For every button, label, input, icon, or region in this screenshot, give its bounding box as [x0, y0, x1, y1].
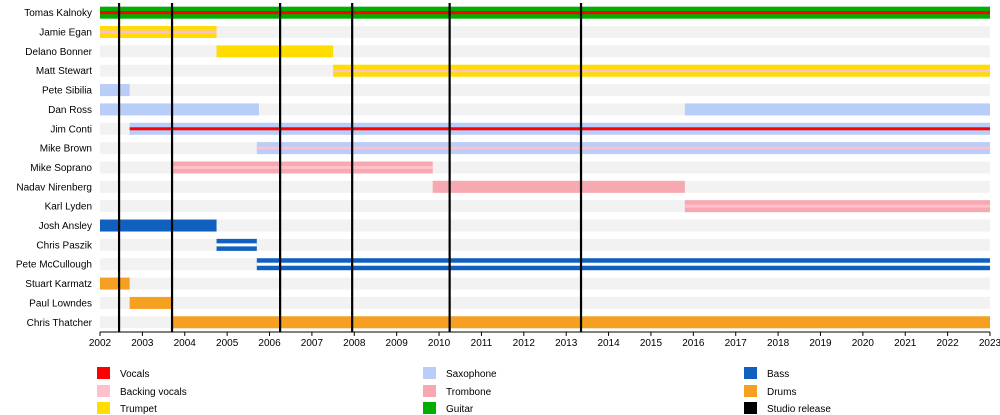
- member-bar-accent-backing: [100, 30, 217, 34]
- legend-label-trombone: Trombone: [446, 387, 492, 398]
- member-name-label: Delano Bonner: [25, 47, 92, 58]
- x-tick-label: 2013: [555, 338, 578, 349]
- legend-swatch-trombone: [423, 385, 436, 397]
- member-name-label: Josh Ansley: [39, 221, 92, 232]
- member-name-label: Jim Conti: [50, 124, 92, 135]
- member-bar-trumpet: [216, 45, 334, 58]
- member-bar-sax: [100, 84, 130, 97]
- x-tick-label: 2020: [852, 338, 875, 349]
- x-tick-label: 2017: [725, 338, 748, 349]
- member-bar-bass: [100, 219, 217, 232]
- x-tick-label: 2012: [513, 338, 536, 349]
- x-tick-label: 2022: [936, 338, 959, 349]
- x-tick-label: 2003: [131, 338, 154, 349]
- member-bar-accent-backing: [256, 146, 990, 150]
- legend-label-trumpet: Trumpet: [120, 404, 157, 415]
- legend-label-backing: Backing vocals: [120, 387, 187, 398]
- member-bar-accent-white: [216, 243, 257, 247]
- x-tick-label: 2004: [174, 338, 197, 349]
- member-bar-sax: [100, 103, 259, 116]
- member-bar-accent-vocals: [100, 11, 990, 15]
- x-tick-label: 2011: [471, 338, 493, 349]
- member-name-label: Nadav Nirenberg: [16, 182, 92, 193]
- x-tick-label: 2016: [682, 338, 705, 349]
- member-bar-accent-backing: [333, 69, 991, 73]
- legend-swatch-guitar: [423, 402, 436, 414]
- x-tick-label: 2005: [216, 338, 239, 349]
- legend: Vocals Backing vocals Trumpet Saxophone Trom…: [97, 367, 831, 415]
- member-bar-drums: [129, 296, 173, 309]
- member-name-label: Chris Paszik: [36, 240, 93, 251]
- member-bar-accent-backing: [172, 165, 433, 169]
- member-names: Tomas Kalnoky Jamie Egan Delano Bonner Matt…: [16, 8, 93, 329]
- x-tick-label: 2023: [979, 338, 1000, 349]
- legend-label-bass: Bass: [767, 369, 789, 380]
- legend-swatch-sax: [423, 367, 436, 379]
- x-tick-label: 2006: [258, 338, 281, 349]
- x-tick-label: 2010: [428, 338, 451, 349]
- legend-label-sax: Saxophone: [446, 369, 497, 380]
- member-bar-trombone: [432, 180, 685, 193]
- member-name-label: Mike Brown: [40, 144, 92, 155]
- member-name-label: Matt Stewart: [36, 66, 92, 77]
- member-bar-drums: [100, 277, 130, 290]
- x-tick-label: 2015: [640, 338, 663, 349]
- legend-swatch-backing: [97, 385, 110, 397]
- x-axis: 2002 2003 2004 2005 2006 2007 2008 2009 2010 2011…: [89, 331, 1000, 349]
- x-tick-label: 2009: [386, 338, 409, 349]
- row-background: [100, 277, 990, 290]
- row-background: [100, 84, 990, 97]
- legend-swatch-bass: [744, 367, 757, 379]
- member-name-label: Tomas Kalnoky: [24, 8, 92, 19]
- member-bar-accent-vocals: [129, 127, 990, 131]
- x-tick-label: 2008: [343, 338, 366, 349]
- member-bars: [100, 6, 991, 329]
- row-background: [100, 219, 990, 232]
- legend-label-drums: Drums: [767, 387, 796, 398]
- legend-label-guitar: Guitar: [446, 404, 474, 415]
- row-background: [100, 238, 990, 251]
- x-tick-label: 2014: [597, 338, 620, 349]
- studio-release-lines: [117, 3, 583, 332]
- x-tick-label: 2018: [767, 338, 790, 349]
- legend-swatch-studio: [744, 402, 757, 414]
- member-bar-accent-backing: [684, 204, 990, 208]
- x-tick-label: 2019: [809, 338, 832, 349]
- legend-label-studio: Studio release: [767, 404, 831, 415]
- legend-label-vocals: Vocals: [120, 369, 149, 380]
- legend-swatch-vocals: [97, 367, 110, 379]
- x-tick-label: 2021: [894, 338, 917, 349]
- member-name-label: Jamie Egan: [39, 28, 92, 39]
- member-name-label: Chris Thatcher: [27, 318, 93, 329]
- x-tick-label: 2007: [301, 338, 324, 349]
- member-name-label: Stuart Karmatz: [25, 279, 92, 290]
- member-bar-sax: [684, 103, 990, 116]
- member-name-label: Dan Ross: [48, 105, 92, 116]
- row-background: [100, 26, 990, 39]
- member-name-label: Paul Lowndes: [29, 298, 92, 309]
- legend-swatch-drums: [744, 385, 757, 397]
- legend-swatch-trumpet: [97, 402, 110, 414]
- row-background: [100, 296, 990, 309]
- member-bar-accent-white: [256, 262, 990, 266]
- member-name-label: Pete Sibilia: [42, 86, 92, 97]
- member-name-label: Mike Soprano: [30, 163, 92, 174]
- member-name-label: Karl Lyden: [45, 202, 92, 213]
- x-tick-label: 2002: [89, 338, 112, 349]
- member-name-label: Pete McCullough: [16, 260, 92, 271]
